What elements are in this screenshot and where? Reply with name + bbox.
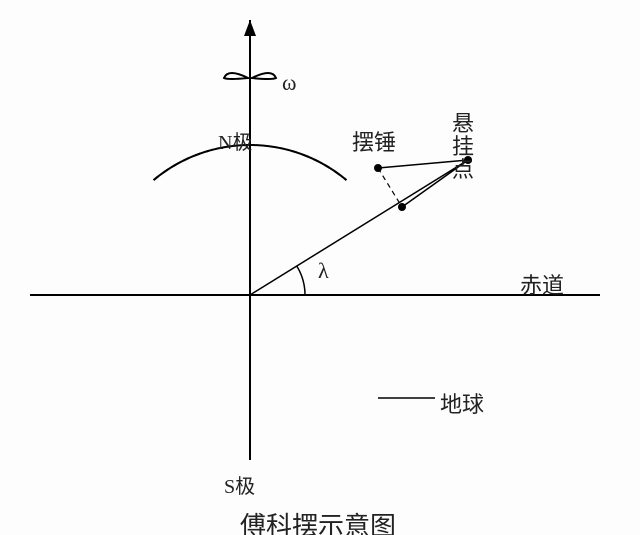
angle-arc [297, 266, 305, 295]
rotation-icon [252, 73, 276, 79]
latitude-radius-line [250, 160, 468, 295]
label-s-pole: S极 [224, 470, 255, 499]
axis-arrow-icon [244, 20, 256, 36]
label-n-pole: N极 [218, 126, 252, 155]
bob-point-icon [374, 164, 382, 172]
label-equator: 赤道 [520, 268, 564, 300]
label-omega: ω [282, 70, 296, 96]
label-lambda: λ [318, 258, 329, 284]
earth-circle-dash [291, 151, 346, 180]
label-pivot: 悬挂点 [452, 112, 474, 181]
caption: 傅科摆示意图 [240, 506, 396, 535]
pendulum-swing-dash [378, 168, 402, 207]
label-earth: 地球 [440, 387, 484, 419]
label-bob: 摆锤 [352, 125, 396, 157]
bob-point-icon [398, 203, 406, 211]
earth-circle-dash [154, 151, 209, 180]
rotation-icon [224, 73, 248, 79]
